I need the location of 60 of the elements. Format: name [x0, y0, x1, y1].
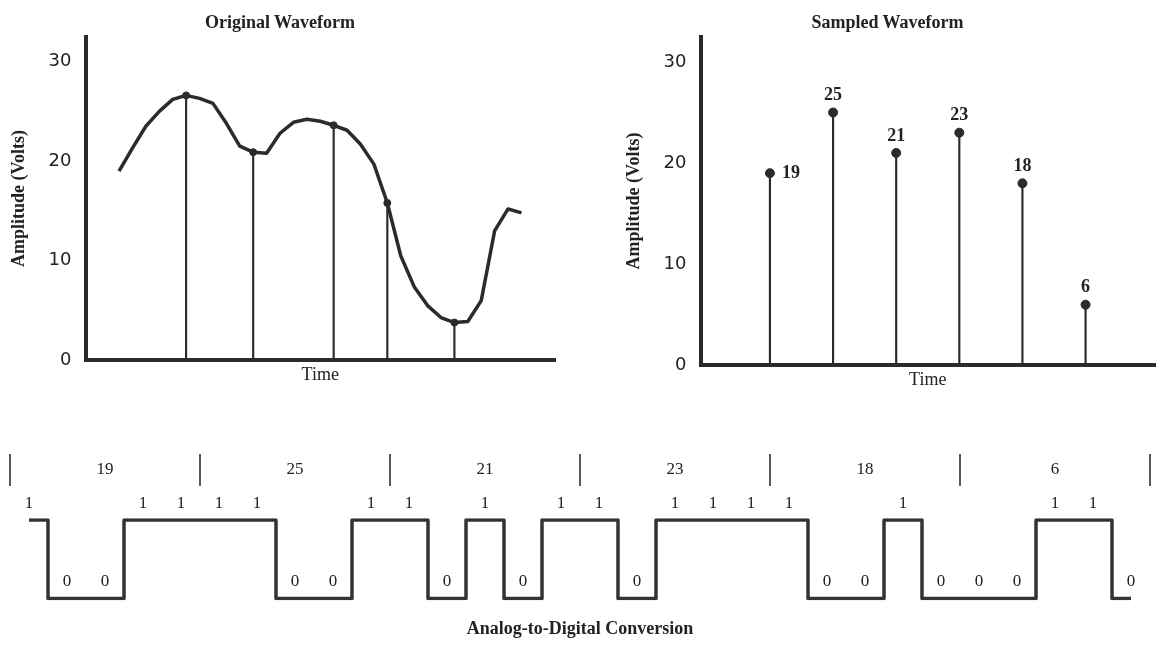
data-label: 0	[632, 571, 642, 591]
chart-title: Sampled Waveform	[811, 12, 964, 33]
text: 23	[666, 459, 684, 479]
point	[764, 168, 775, 179]
data-label: 1	[176, 492, 186, 512]
data-label: 1	[1088, 492, 1098, 512]
data-label: 1	[366, 492, 376, 512]
chart-title: Original Waveform	[204, 12, 356, 33]
data-label: 1	[138, 492, 148, 512]
text: 21	[476, 459, 494, 479]
data-label: 1	[898, 492, 908, 512]
point	[891, 147, 902, 158]
data-label: 1	[214, 492, 224, 512]
point	[828, 107, 839, 118]
data-label: 0	[860, 571, 870, 591]
data-label: 0	[974, 571, 984, 591]
data-label: 19	[781, 161, 800, 182]
data-label: 1	[670, 492, 680, 512]
x-axis-title: Time	[909, 368, 947, 389]
data-label: 1	[746, 492, 756, 512]
data-label: 1	[24, 492, 34, 512]
y-tick-label: 30	[48, 49, 72, 71]
y-axis-title: Amplitude (Volts)	[8, 130, 30, 267]
y-tick-label: 0	[675, 353, 687, 375]
data-label: 25	[824, 84, 843, 105]
x-axis-title: Time	[301, 363, 339, 384]
data-label: 1	[480, 492, 490, 512]
y-tick-label: 10	[48, 248, 72, 270]
data-label: 23	[950, 104, 969, 125]
text: 19	[96, 459, 114, 479]
data-label: 1	[708, 492, 718, 512]
y-tick-label: 30	[663, 49, 687, 71]
data-label: 6	[1081, 276, 1091, 297]
y-axis-title: Amplitude (Volts)	[623, 132, 645, 270]
data-label: 0	[100, 571, 110, 591]
data-label: 1	[556, 492, 566, 512]
data-label: 1	[1050, 492, 1060, 512]
data-label: 0	[518, 571, 528, 591]
data-label: 18	[1013, 154, 1032, 175]
data-label: 1	[594, 492, 604, 512]
data-label: 0	[1126, 571, 1136, 591]
text: 6	[1050, 459, 1060, 479]
data-label: 1	[404, 492, 414, 512]
y-tick-label: 10	[663, 251, 687, 273]
y-tick-label: 20	[48, 148, 72, 170]
point	[954, 127, 965, 138]
text: 25	[286, 459, 304, 479]
data-label: 21	[887, 124, 906, 145]
data-label: 0	[936, 571, 946, 591]
data-label: 1	[252, 492, 262, 512]
text: 18	[856, 459, 874, 479]
text: Analog-to-Digital Conversion	[466, 617, 694, 638]
data-label: 0	[442, 571, 452, 591]
data-label: 0	[328, 571, 338, 591]
data-label: 0	[822, 571, 832, 591]
y-tick-label: 0	[60, 348, 72, 370]
data-label: 0	[1012, 571, 1022, 591]
data-label: 1	[784, 492, 794, 512]
data-label: 0	[290, 571, 300, 591]
y-tick-label: 20	[663, 150, 687, 172]
